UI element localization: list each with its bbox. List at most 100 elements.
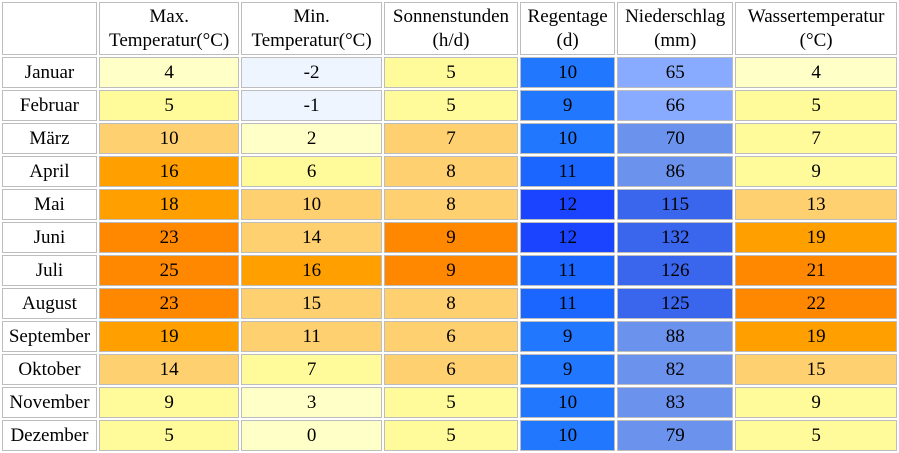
header-line1: Min. [293,5,330,27]
max-temperature-cell: 18 [98,189,240,220]
min-temperature-cell: 11 [241,321,382,352]
month-cell: Juni [2,222,97,253]
sunshine-cell: 6 [383,321,519,352]
precipitation-cell: 83 [617,387,734,418]
max-temperature-cell: 19 [98,321,240,352]
water-temperature-cell: 9 [735,156,897,187]
water-temperature-cell: 19 [735,321,897,352]
sunshine-cell: 9 [383,222,519,253]
water-temperature-cell: 21 [735,255,897,286]
water-temperature-cell: 13 [735,189,897,220]
rain-days-cell: 10 [520,57,616,88]
month-cell: August [2,288,97,319]
header-line2: Temperatur(°C) [109,29,230,51]
header-line1: Wassertemperatur [747,5,885,27]
header-min-temperature: Min. Temperatur(°C) [241,2,382,55]
min-temperature-cell: -2 [241,57,382,88]
water-temperature-cell: 15 [735,354,897,385]
rain-days-cell: 10 [520,123,616,154]
rain-days-cell: 9 [520,90,616,121]
header-precipitation: Niederschlag (mm) [617,2,734,55]
table-row: April 16 6 8 11 86 9 [2,156,897,187]
table-row: Juni 23 14 9 12 132 19 [2,222,897,253]
month-cell: Januar [2,57,97,88]
sunshine-cell: 5 [383,420,519,451]
max-temperature-cell: 14 [98,354,240,385]
precipitation-cell: 132 [617,222,734,253]
sunshine-cell: 5 [383,57,519,88]
precipitation-cell: 70 [617,123,734,154]
max-temperature-cell: 23 [98,288,240,319]
precipitation-cell: 79 [617,420,734,451]
sunshine-cell: 5 [383,90,519,121]
rain-days-cell: 12 [520,189,616,220]
header-line2: Temperatur(°C) [251,29,372,51]
rain-days-cell: 11 [520,288,616,319]
max-temperature-cell: 4 [98,57,240,88]
header-line1: Max. [149,5,189,27]
month-cell: Mai [2,189,97,220]
month-cell: April [2,156,97,187]
header-water-temperature: Wassertemperatur (°C) [735,2,897,55]
header-line1: Regentage [527,5,608,27]
header-row: Max. Temperatur(°C) Min. Temperatur(°C) … [2,2,897,55]
month-cell: März [2,123,97,154]
month-cell: September [2,321,97,352]
month-cell: Februar [2,90,97,121]
rain-days-cell: 9 [520,354,616,385]
header-corner [2,2,97,55]
header-line1: Sonnenstunden [392,5,510,27]
table-row: September 19 11 6 9 88 19 [2,321,897,352]
min-temperature-cell: 6 [241,156,382,187]
water-temperature-cell: 22 [735,288,897,319]
precipitation-cell: 125 [617,288,734,319]
max-temperature-cell: 16 [98,156,240,187]
table-row: Mai 18 10 8 12 115 13 [2,189,897,220]
header-line1: Niederschlag [625,5,726,27]
precipitation-cell: 82 [617,354,734,385]
sunshine-cell: 8 [383,189,519,220]
sunshine-cell: 6 [383,354,519,385]
rain-days-cell: 10 [520,420,616,451]
min-temperature-cell: 16 [241,255,382,286]
month-cell: Juli [2,255,97,286]
min-temperature-cell: 2 [241,123,382,154]
header-line2: (°C) [799,29,833,51]
sunshine-cell: 9 [383,255,519,286]
precipitation-cell: 65 [617,57,734,88]
rain-days-cell: 12 [520,222,616,253]
header-line2: (mm) [654,29,697,51]
max-temperature-cell: 5 [98,420,240,451]
min-temperature-cell: 15 [241,288,382,319]
header-line2: (d) [556,29,579,51]
max-temperature-cell: 25 [98,255,240,286]
min-temperature-cell: 7 [241,354,382,385]
water-temperature-cell: 5 [735,90,897,121]
table-row: Dezember 5 0 5 10 79 5 [2,420,897,451]
min-temperature-cell: 14 [241,222,382,253]
month-cell: Oktober [2,354,97,385]
rain-days-cell: 9 [520,321,616,352]
precipitation-cell: 126 [617,255,734,286]
rain-days-cell: 11 [520,156,616,187]
table-row: Oktober 14 7 6 9 82 15 [2,354,897,385]
sunshine-cell: 7 [383,123,519,154]
precipitation-cell: 86 [617,156,734,187]
min-temperature-cell: 10 [241,189,382,220]
table-body: Januar 4 -2 5 10 65 4 Februar 5 -1 5 9 66 5 März 10 2 7 10… [2,57,897,451]
header-rain-days: Regentage (d) [520,2,616,55]
table-row: November 9 3 5 10 83 9 [2,387,897,418]
max-temperature-cell: 5 [98,90,240,121]
table-row: August 23 15 8 11 125 22 [2,288,897,319]
header-line2: (h/d) [432,29,470,51]
water-temperature-cell: 4 [735,57,897,88]
water-temperature-cell: 19 [735,222,897,253]
precipitation-cell: 66 [617,90,734,121]
precipitation-cell: 88 [617,321,734,352]
table-row: Juli 25 16 9 11 126 21 [2,255,897,286]
min-temperature-cell: 0 [241,420,382,451]
max-temperature-cell: 23 [98,222,240,253]
month-cell: Dezember [2,420,97,451]
header-sunshine-hours: Sonnenstunden (h/d) [383,2,519,55]
table-row: Januar 4 -2 5 10 65 4 [2,57,897,88]
